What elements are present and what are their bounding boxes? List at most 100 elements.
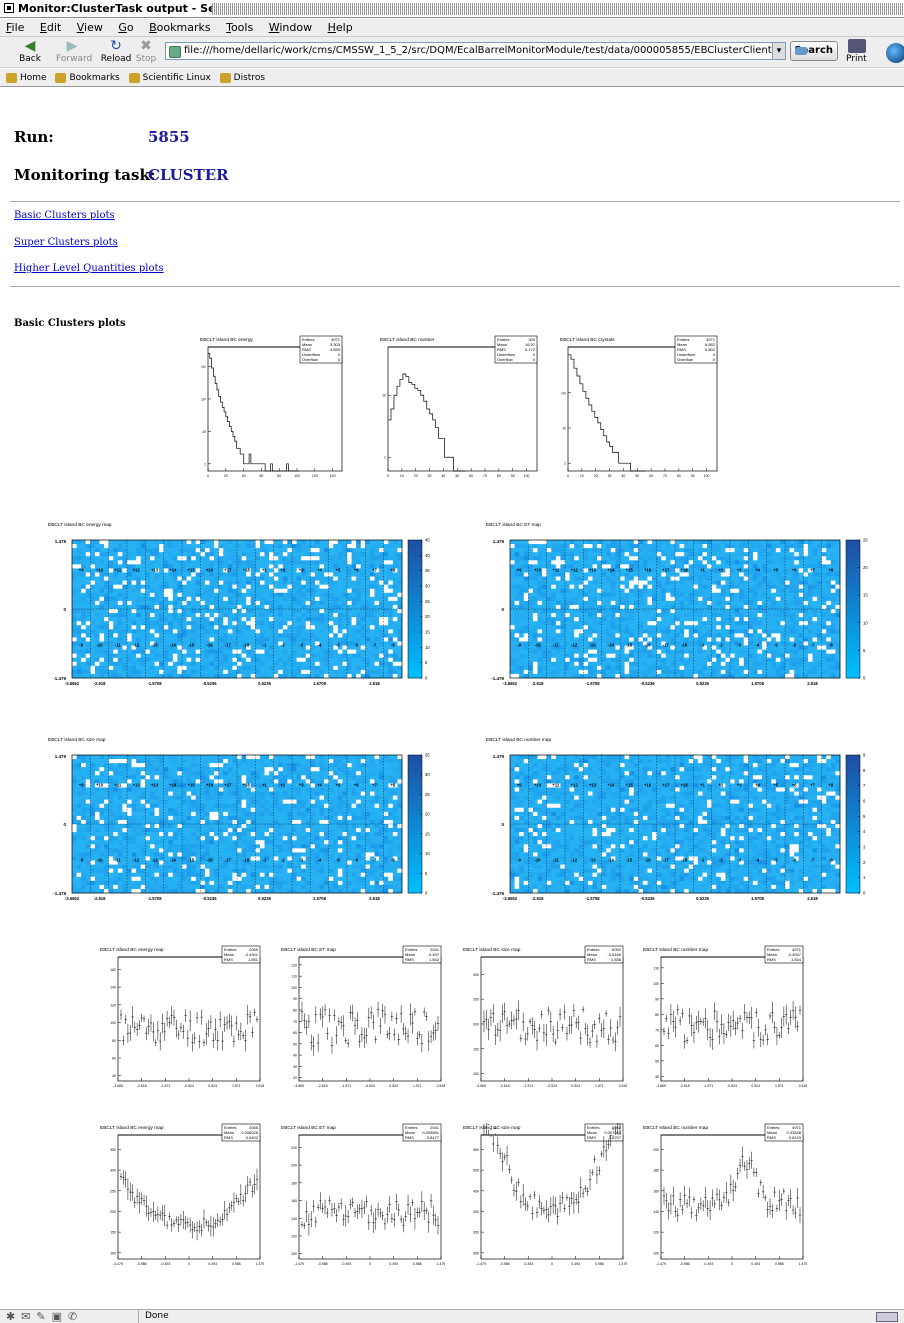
- heatmap-cell: [296, 540, 302, 545]
- search-button[interactable]: Search: [790, 41, 838, 61]
- menu-edit[interactable]: Edit: [39, 21, 62, 34]
- address-dropdown-button[interactable]: ▾: [772, 42, 786, 60]
- link-super-clusters[interactable]: Super Clusters plots: [14, 237, 118, 248]
- heatmap-cell: [560, 629, 566, 634]
- heatmap-cell: [282, 588, 288, 594]
- titlebar-drag-area[interactable]: [212, 3, 904, 15]
- heatmap-cell: [739, 609, 745, 614]
- bookmark-scientific-linux[interactable]: Scientific Linux: [128, 69, 211, 87]
- x-tick-label: -0.5236: [202, 681, 217, 686]
- heatmap-cell: [269, 645, 274, 650]
- heatmap-cell: [569, 637, 575, 642]
- heatmap-cell: [670, 568, 676, 573]
- forward-button[interactable]: ▶ Forward: [56, 39, 92, 67]
- heatmap-cell: [560, 657, 566, 663]
- heatmap-cell: [615, 613, 621, 618]
- heatmap-cell: [624, 653, 630, 659]
- heatmap-cell: [606, 649, 612, 654]
- heatmap-cell: [337, 633, 343, 638]
- heatmap-cell: [227, 673, 233, 679]
- heatmap-cell: [697, 592, 703, 598]
- heatmap-cell: [342, 673, 348, 679]
- heatmap-cell: [292, 544, 297, 549]
- menu-view[interactable]: View: [76, 21, 103, 34]
- heatmap-cell: [693, 629, 699, 634]
- heatmap-cell: [379, 584, 384, 590]
- address-bar[interactable]: file:///home/dellaric/work/cms/CMSSW_1_5…: [165, 42, 785, 60]
- heatmap-cell: [223, 572, 229, 577]
- heatmap-cell: [629, 637, 635, 642]
- heatmap-cell: [734, 641, 740, 646]
- seamonkey-logo-icon[interactable]: [886, 43, 904, 63]
- heatmap-cell: [615, 669, 621, 675]
- menu-window[interactable]: Window: [268, 21, 313, 34]
- heatmap-cell: [172, 653, 178, 659]
- heatmap-cell: [528, 596, 534, 602]
- heatmap-cell: [652, 576, 657, 581]
- menu-bookmarks[interactable]: Bookmarks: [149, 21, 211, 34]
- heatmap-cell: [656, 552, 662, 557]
- heatmap-cell: [775, 540, 781, 545]
- heatmap-cell: [519, 625, 525, 630]
- heatmap-cell: [76, 556, 82, 561]
- heatmap-cell: [684, 592, 690, 598]
- heatmap-cell: [807, 544, 813, 549]
- heatmap-cell: [711, 568, 717, 573]
- heatmap-cell: [597, 621, 602, 626]
- bookmark-home[interactable]: Home: [6, 69, 47, 87]
- heatmap-cell: [688, 588, 694, 594]
- heatmap-cell: [159, 617, 164, 622]
- print-button[interactable]: Print: [846, 39, 880, 67]
- heatmap-cell: [232, 665, 238, 671]
- window-menu-icon[interactable]: [4, 3, 14, 13]
- heatmap-cell: [269, 568, 274, 573]
- heatmap-cell: [528, 621, 534, 626]
- heatmap-cell: [565, 629, 570, 634]
- back-button[interactable]: ◀ Back: [14, 39, 46, 67]
- heatmap-cell: [72, 613, 77, 618]
- heatmap-cell: [328, 657, 334, 663]
- heatmap-cell: [108, 629, 114, 634]
- heatmap-cell: [684, 580, 690, 585]
- heatmap-cell: [72, 588, 77, 594]
- menu-tools[interactable]: Tools: [226, 21, 254, 34]
- heatmap-cell: [360, 609, 366, 614]
- heatmap-cell: [647, 661, 653, 667]
- menu-go[interactable]: Go: [118, 21, 134, 34]
- menu-help[interactable]: Help: [327, 21, 353, 34]
- heatmap-cell: [264, 560, 270, 565]
- window-titlebar[interactable]: Monitor:ClusterTask output - SeaMonkey: [0, 0, 904, 18]
- heatmap-cell: [638, 604, 644, 610]
- bookmark-distros[interactable]: Distros: [219, 69, 265, 87]
- heatmap-cell: [351, 621, 357, 626]
- heatmap-cell: [163, 629, 169, 634]
- link-higher-level[interactable]: Higher Level Quantities plots: [14, 263, 164, 274]
- heatmap-cell: [551, 641, 557, 646]
- bookmark-bookmarks[interactable]: Bookmarks: [55, 69, 120, 87]
- heatmap-cell: [766, 576, 772, 581]
- heatmap-cell: [633, 629, 639, 634]
- heatmap-cell: [620, 604, 625, 610]
- heatmap-cell: [351, 560, 357, 565]
- reload-button[interactable]: ↻ Reload: [100, 39, 132, 67]
- link-basic-clusters[interactable]: Basic Clusters plots: [14, 210, 115, 221]
- heatmap-cell: [177, 617, 183, 622]
- heatmap-cell: [200, 609, 206, 614]
- heatmap-cell: [347, 592, 352, 598]
- heatmap-cell: [81, 629, 87, 634]
- sm-label-top: +7: [372, 568, 377, 573]
- heatmap-cell: [397, 592, 403, 598]
- heatmap-cell: [292, 540, 297, 545]
- heatmap-cell: [209, 641, 215, 646]
- stop-button[interactable]: ✖ Stop: [130, 39, 162, 67]
- heatmap-cell: [748, 560, 754, 565]
- heatmap-cell: [365, 617, 371, 622]
- heatmap-cell: [807, 540, 813, 545]
- heatmap-cell: [204, 613, 210, 618]
- heatmap-cell: [195, 637, 201, 642]
- heatmap-cell: [789, 596, 795, 602]
- menu-file[interactable]: File: [6, 21, 25, 34]
- heatmap-cell: [711, 665, 717, 671]
- heatmap-cell: [214, 556, 219, 561]
- heatmap-cell: [81, 572, 87, 577]
